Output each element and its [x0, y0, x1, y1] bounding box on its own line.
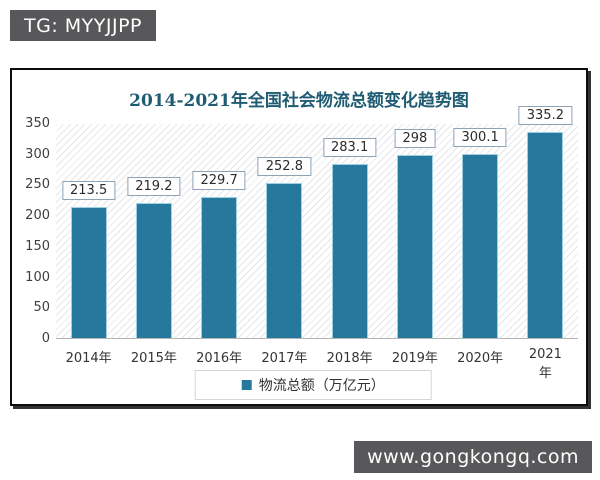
y-axis-tick-label: 150 [25, 238, 50, 254]
watermark-site-text: www.gongkongq.com [367, 446, 579, 468]
y-axis-tick-label: 50 [33, 300, 50, 316]
x-axis-tick-label: 2019年 [391, 351, 438, 366]
bar-2016年 [201, 196, 238, 338]
bar-value-label: 300.1 [453, 127, 507, 147]
bar-2020年 [462, 153, 499, 338]
watermark-tg-badge: TG: MYYJJPP [10, 10, 156, 41]
bar-value-label: 298 [394, 128, 436, 148]
bar-2018年 [331, 164, 368, 338]
bar-value-label: 213.5 [62, 180, 116, 200]
y-axis-tick-label: 100 [25, 269, 50, 285]
x-axis-tick-label: 2021年 [528, 347, 562, 381]
y-axis-tick-label: 300 [25, 146, 50, 162]
bar-2015年 [135, 203, 172, 338]
x-axis-tick-label: 2014年 [65, 351, 112, 366]
x-axis-tick-label: 2015年 [130, 351, 177, 366]
x-axis-tick-label: 2018年 [326, 351, 373, 366]
bar-value-label: 335.2 [518, 106, 572, 126]
y-axis-tick-label: 350 [25, 116, 50, 131]
plot-area: 213.5 219.2 229.7 252.8 283.1 298 300.1 335.2 [56, 106, 578, 339]
x-axis-tick-label: 2016年 [196, 351, 243, 366]
chart-title: 2014-2021年全国社会物流总额变化趋势图 [129, 91, 469, 111]
legend-swatch [241, 380, 252, 390]
legend-label: 物流总额（万亿元） [258, 378, 385, 394]
x-axis-tick-label: 2020年 [457, 351, 504, 366]
bar-value-label: 283.1 [323, 138, 377, 158]
chart-frame: 2014-2021年全国社会物流总额变化趋势图 350 300 250 200 150 1… [10, 68, 588, 406]
bar-value-label: 219.2 [127, 177, 181, 197]
watermark-site-badge: www.gongkongq.com [354, 441, 592, 473]
bar-2017年 [266, 182, 303, 338]
bar-value-label: 229.7 [192, 170, 246, 190]
x-axis-tick-label: 2017年 [261, 351, 308, 366]
bar-2021年 [527, 132, 564, 338]
bar-2014年 [70, 206, 107, 338]
y-axis-tick-label: 250 [25, 177, 50, 193]
legend-box: 物流总额（万亿元） [194, 370, 432, 400]
bar-value-label: 252.8 [257, 156, 311, 176]
y-axis-tick-label: 0 [41, 331, 50, 346]
y-axis-tick-label: 200 [25, 208, 50, 224]
watermark-tg-text: TG: MYYJJPP [24, 14, 142, 37]
bar-2019年 [396, 154, 433, 338]
